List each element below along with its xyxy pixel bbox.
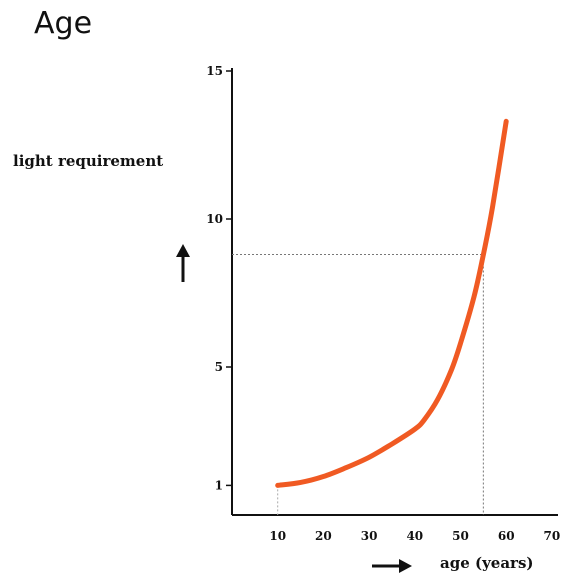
x-tick-label: 20 — [315, 529, 332, 543]
x-tick-label: 60 — [498, 529, 515, 543]
x-ticks: 10 20 30 40 50 60 70 — [269, 529, 560, 543]
reference-lines — [232, 254, 484, 515]
x-tick-label: 40 — [406, 529, 423, 543]
series-line — [275, 118, 509, 488]
x-axis-label: age (years) — [440, 554, 534, 572]
axes — [231, 68, 558, 516]
x-tick-label: 10 — [269, 529, 286, 543]
y-tick-label: 1 — [215, 478, 223, 492]
x-tick-label: 30 — [361, 529, 378, 543]
y-tick-label: 15 — [206, 64, 223, 78]
y-tick-label: 10 — [206, 212, 223, 226]
y-tick-label: 5 — [215, 360, 223, 374]
chart-title: Age — [34, 6, 93, 41]
x-tick-label: 70 — [544, 529, 561, 543]
arrows — [176, 244, 412, 573]
series-group — [275, 118, 509, 488]
up-arrow-icon — [176, 244, 190, 257]
right-arrow-icon — [399, 559, 412, 573]
x-tick-label: 50 — [452, 529, 469, 543]
y-axis-label: light requirement — [13, 152, 164, 170]
